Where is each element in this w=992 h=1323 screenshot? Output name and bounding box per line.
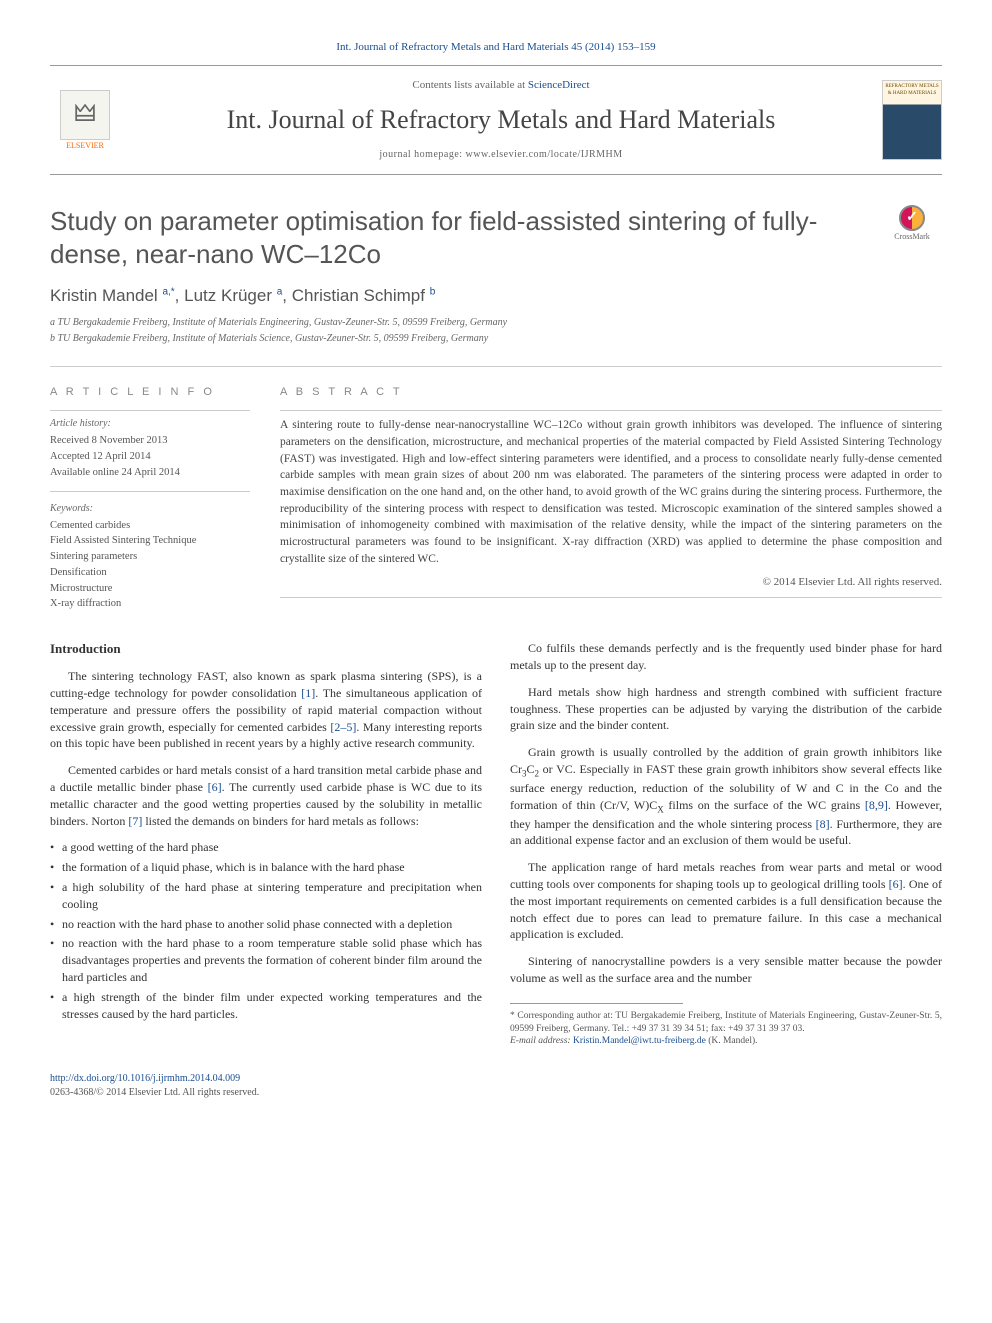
list-item: a high strength of the binder film under… xyxy=(50,989,482,1023)
keywords-label: Keywords: xyxy=(50,502,250,516)
abstract-text: A sintering route to fully-dense near-na… xyxy=(280,417,942,567)
homepage-line: journal homepage: www.elsevier.com/locat… xyxy=(120,148,882,162)
affiliation-b: b TU Bergakademie Freiberg, Institute of… xyxy=(50,332,942,346)
keyword-5: X-ray diffraction xyxy=(50,596,250,612)
abstract-heading: A B S T R A C T xyxy=(280,385,942,400)
doi-link[interactable]: http://dx.doi.org/10.1016/j.ijrmhm.2014.… xyxy=(50,1073,240,1084)
intro-p6: The application range of hard metals rea… xyxy=(510,859,942,943)
article-info-heading: A R T I C L E I N F O xyxy=(50,385,250,400)
header-citation: Int. Journal of Refractory Metals and Ha… xyxy=(50,40,942,55)
article-title: Study on parameter optimisation for fiel… xyxy=(50,205,830,270)
keyword-4: Microstructure xyxy=(50,581,250,597)
keyword-3: Densification xyxy=(50,565,250,581)
title-row: Study on parameter optimisation for fiel… xyxy=(50,205,942,270)
footnote-email-line: E-mail address: Kristin.Mandel@iwt.tu-fr… xyxy=(510,1035,942,1048)
elsevier-tree-icon: 🜲 xyxy=(60,90,110,140)
intro-p3: Co fulfils these demands perfectly and i… xyxy=(510,640,942,674)
keyword-0: Cemented carbides xyxy=(50,518,250,534)
info-divider-top xyxy=(50,410,250,411)
intro-p1: The sintering technology FAST, also know… xyxy=(50,668,482,752)
crossmark-icon: ✓ xyxy=(899,205,925,231)
list-item: no reaction with the hard phase to anoth… xyxy=(50,916,482,933)
article-info: A R T I C L E I N F O Article history: R… xyxy=(50,385,250,612)
elsevier-logo[interactable]: 🜲 ELSEVIER xyxy=(50,83,120,158)
footnote-email-link[interactable]: Kristin.Mandel@iwt.tu-freiberg.de xyxy=(573,1036,706,1046)
intro-p7: Sintering of nanocrystalline powders is … xyxy=(510,953,942,987)
authors-line: Kristin Mandel a,*, Lutz Krüger a, Chris… xyxy=(50,284,942,308)
crossmark-label: CrossMark xyxy=(894,231,930,242)
intro-p4: Hard metals show high hardness and stren… xyxy=(510,684,942,734)
abstract-divider-top xyxy=(280,410,942,411)
history-block: Article history: Received 8 November 201… xyxy=(50,417,250,491)
page-footer: http://dx.doi.org/10.1016/j.ijrmhm.2014.… xyxy=(50,1072,942,1100)
list-item: no reaction with the hard phase to a roo… xyxy=(50,935,482,985)
elsevier-label: ELSEVIER xyxy=(66,140,104,151)
crossmark-badge[interactable]: ✓ CrossMark xyxy=(882,205,942,245)
history-accepted: Accepted 12 April 2014 xyxy=(50,449,250,465)
journal-banner: 🜲 ELSEVIER Contents lists available at S… xyxy=(50,65,942,175)
list-item: a high solubility of the hard phase at s… xyxy=(50,879,482,913)
keyword-2: Sintering parameters xyxy=(50,549,250,565)
footer-copyright: 0263-4368/© 2014 Elsevier Ltd. All right… xyxy=(50,1086,942,1100)
abstract-copyright: © 2014 Elsevier Ltd. All rights reserved… xyxy=(280,575,942,590)
footnote-corr: * Corresponding author at: TU Bergakadem… xyxy=(510,1010,942,1036)
list-item: a good wetting of the hard phase xyxy=(50,839,482,856)
contents-line: Contents lists available at ScienceDirec… xyxy=(120,78,882,93)
info-abstract-row: A R T I C L E I N F O Article history: R… xyxy=(50,366,942,612)
history-label: Article history: xyxy=(50,417,250,431)
journal-cover-thumb[interactable]: REFRACTORY METALS & HARD MATERIALS xyxy=(882,80,942,160)
affiliation-a: a TU Bergakademie Freiberg, Institute of… xyxy=(50,316,942,330)
history-online: Available online 24 April 2014 xyxy=(50,465,250,481)
homepage-url[interactable]: www.elsevier.com/locate/IJRMHM xyxy=(466,149,623,160)
abstract-divider-bottom xyxy=(280,597,942,598)
abstract-block: A B S T R A C T A sintering route to ful… xyxy=(280,385,942,612)
intro-p2: Cemented carbides or hard metals consist… xyxy=(50,762,482,829)
keyword-1: Field Assisted Sintering Technique xyxy=(50,533,250,549)
corresponding-footnote: * Corresponding author at: TU Bergakadem… xyxy=(510,1010,942,1048)
banner-center: Contents lists available at ScienceDirec… xyxy=(120,78,882,162)
affiliations: a TU Bergakademie Freiberg, Institute of… xyxy=(50,316,942,346)
sciencedirect-link[interactable]: ScienceDirect xyxy=(528,79,590,91)
footnote-separator xyxy=(510,1003,683,1004)
intro-heading: Introduction xyxy=(50,640,482,658)
journal-name: Int. Journal of Refractory Metals and Ha… xyxy=(120,102,882,138)
body-columns: Introduction The sintering technology FA… xyxy=(50,640,942,1048)
history-received: Received 8 November 2013 xyxy=(50,433,250,449)
intro-p5: Grain growth is usually controlled by th… xyxy=(510,744,942,849)
binder-demands-list: a good wetting of the hard phase the for… xyxy=(50,839,482,1022)
list-item: the formation of a liquid phase, which i… xyxy=(50,859,482,876)
